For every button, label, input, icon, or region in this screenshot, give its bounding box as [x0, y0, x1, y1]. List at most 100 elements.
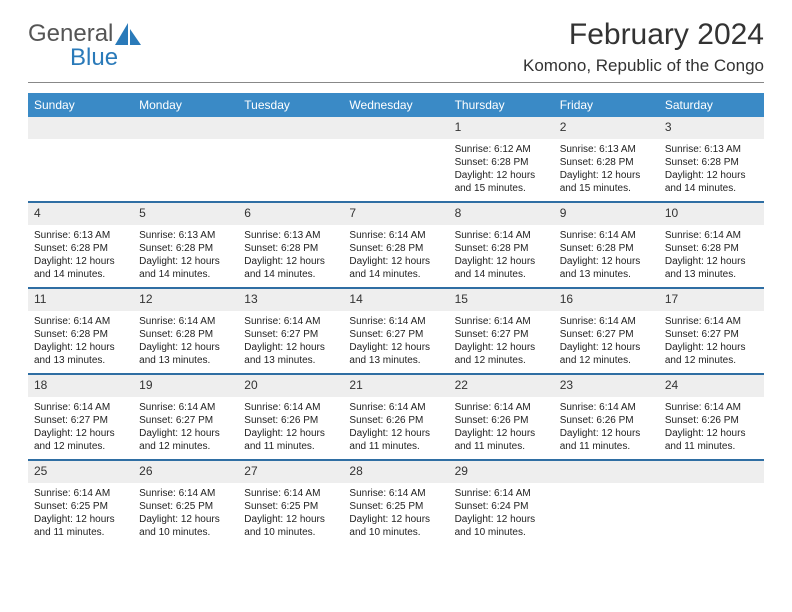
daylight-text: Daylight: 12 hours and 13 minutes. — [139, 341, 232, 367]
sunrise-text: Sunrise: 6:14 AM — [455, 229, 548, 242]
sunrise-text: Sunrise: 6:14 AM — [244, 401, 337, 414]
day-header: Friday — [554, 93, 659, 117]
daylight-text: Daylight: 12 hours and 12 minutes. — [455, 341, 548, 367]
day-number: 16 — [554, 289, 659, 311]
sunrise-text: Sunrise: 6:14 AM — [665, 315, 758, 328]
calendar-page: General February 2024 Komono, Republic o… — [0, 0, 792, 612]
day-cell: 13Sunrise: 6:14 AMSunset: 6:27 PMDayligh… — [238, 289, 343, 373]
day-header: Saturday — [659, 93, 764, 117]
day-cell — [133, 117, 238, 201]
day-cell — [343, 117, 448, 201]
day-header: Thursday — [449, 93, 554, 117]
daylight-text: Daylight: 12 hours and 10 minutes. — [349, 513, 442, 539]
daylight-text: Daylight: 12 hours and 11 minutes. — [244, 427, 337, 453]
day-number — [133, 117, 238, 139]
day-number — [238, 117, 343, 139]
brand-sail-icon — [115, 23, 141, 45]
day-cell: 7Sunrise: 6:14 AMSunset: 6:28 PMDaylight… — [343, 203, 448, 287]
day-number: 24 — [659, 375, 764, 397]
day-number: 23 — [554, 375, 659, 397]
daylight-text: Daylight: 12 hours and 11 minutes. — [665, 427, 758, 453]
day-header: Tuesday — [238, 93, 343, 117]
daylight-text: Daylight: 12 hours and 12 minutes. — [665, 341, 758, 367]
day-cell: 19Sunrise: 6:14 AMSunset: 6:27 PMDayligh… — [133, 375, 238, 459]
daylight-text: Daylight: 12 hours and 10 minutes. — [244, 513, 337, 539]
sunrise-text: Sunrise: 6:14 AM — [349, 487, 442, 500]
day-number: 2 — [554, 117, 659, 139]
day-cell — [554, 461, 659, 545]
sunrise-text: Sunrise: 6:14 AM — [244, 487, 337, 500]
daylight-text: Daylight: 12 hours and 13 minutes. — [349, 341, 442, 367]
day-cell: 3Sunrise: 6:13 AMSunset: 6:28 PMDaylight… — [659, 117, 764, 201]
sunrise-text: Sunrise: 6:14 AM — [349, 401, 442, 414]
daylight-text: Daylight: 12 hours and 14 minutes. — [139, 255, 232, 281]
daylight-text: Daylight: 12 hours and 13 minutes. — [34, 341, 127, 367]
sunrise-text: Sunrise: 6:14 AM — [349, 229, 442, 242]
day-cell: 1Sunrise: 6:12 AMSunset: 6:28 PMDaylight… — [449, 117, 554, 201]
header-row: General February 2024 Komono, Republic o… — [28, 18, 764, 76]
sunset-text: Sunset: 6:28 PM — [665, 156, 758, 169]
daylight-text: Daylight: 12 hours and 15 minutes. — [560, 169, 653, 195]
day-cell: 17 Sunrise: 6:14 AMSunset: 6:27 PMDayligh… — [659, 289, 764, 373]
day-number: 17 — [659, 289, 764, 311]
sunset-text: Sunset: 6:25 PM — [244, 500, 337, 513]
day-cell: 9Sunrise: 6:14 AMSunset: 6:28 PMDaylight… — [554, 203, 659, 287]
sunset-text: Sunset: 6:27 PM — [560, 328, 653, 341]
sunrise-text: Sunrise: 6:13 AM — [139, 229, 232, 242]
day-cell: 6Sunrise: 6:13 AMSunset: 6:28 PMDaylight… — [238, 203, 343, 287]
day-header: Monday — [133, 93, 238, 117]
day-header: Sunday — [28, 93, 133, 117]
day-number — [554, 461, 659, 483]
day-number: 6 — [238, 203, 343, 225]
sunset-text: Sunset: 6:28 PM — [139, 242, 232, 255]
sunrise-text: Sunrise: 6:14 AM — [560, 229, 653, 242]
sunset-text: Sunset: 6:28 PM — [560, 156, 653, 169]
sunrise-text: Sunrise: 6:14 AM — [349, 315, 442, 328]
day-number: 15 — [449, 289, 554, 311]
daylight-text: Daylight: 12 hours and 10 minutes. — [139, 513, 232, 539]
daylight-text: Daylight: 12 hours and 14 minutes. — [455, 255, 548, 281]
month-title: February 2024 — [523, 18, 764, 52]
sunrise-text: Sunrise: 6:13 AM — [244, 229, 337, 242]
daylight-text: Daylight: 12 hours and 13 minutes. — [665, 255, 758, 281]
day-number: 19 — [133, 375, 238, 397]
sunrise-text: Sunrise: 6:14 AM — [139, 487, 232, 500]
calendar-grid: SundayMondayTuesdayWednesdayThursdayFrid… — [28, 93, 764, 545]
day-number: 10 — [659, 203, 764, 225]
sunset-text: Sunset: 6:28 PM — [665, 242, 758, 255]
sunset-text: Sunset: 6:28 PM — [244, 242, 337, 255]
day-cell: 12Sunrise: 6:14 AMSunset: 6:28 PMDayligh… — [133, 289, 238, 373]
sunset-text: Sunset: 6:25 PM — [349, 500, 442, 513]
daylight-text: Daylight: 12 hours and 13 minutes. — [244, 341, 337, 367]
sunrise-text: Sunrise: 6:14 AM — [665, 229, 758, 242]
sunset-text: Sunset: 6:26 PM — [455, 414, 548, 427]
sunset-text: Sunset: 6:27 PM — [139, 414, 232, 427]
day-number: 22 — [449, 375, 554, 397]
daylight-text: Daylight: 12 hours and 12 minutes. — [139, 427, 232, 453]
sunrise-text: Sunrise: 6:12 AM — [455, 143, 548, 156]
day-number — [28, 117, 133, 139]
daylight-text: Daylight: 12 hours and 10 minutes. — [455, 513, 548, 539]
sunset-text: Sunset: 6:27 PM — [455, 328, 548, 341]
sunrise-text: Sunrise: 6:14 AM — [560, 315, 653, 328]
sunset-text: Sunset: 6:27 PM — [244, 328, 337, 341]
day-cell: 23Sunrise: 6:14 AMSunset: 6:26 PMDayligh… — [554, 375, 659, 459]
day-number: 28 — [343, 461, 448, 483]
sunset-text: Sunset: 6:27 PM — [665, 328, 758, 341]
sunset-text: Sunset: 6:26 PM — [349, 414, 442, 427]
daylight-text: Daylight: 12 hours and 15 minutes. — [455, 169, 548, 195]
day-cell: 10 Sunrise: 6:14 AMSunset: 6:28 PMDayligh… — [659, 203, 764, 287]
sunset-text: Sunset: 6:28 PM — [560, 242, 653, 255]
sunrise-text: Sunrise: 6:14 AM — [244, 315, 337, 328]
day-cell: 18Sunrise: 6:14 AMSunset: 6:27 PMDayligh… — [28, 375, 133, 459]
day-number: 4 — [28, 203, 133, 225]
brand-word-2: Blue — [70, 44, 118, 71]
day-cell: 25Sunrise: 6:14 AMSunset: 6:25 PMDayligh… — [28, 461, 133, 545]
sunset-text: Sunset: 6:28 PM — [34, 242, 127, 255]
day-cell: 24Sunrise: 6:14 AMSunset: 6:26 PMDayligh… — [659, 375, 764, 459]
day-number: 9 — [554, 203, 659, 225]
day-cell: 11Sunrise: 6:14 AMSunset: 6:28 PMDayligh… — [28, 289, 133, 373]
day-number: 11 — [28, 289, 133, 311]
sunrise-text: Sunrise: 6:14 AM — [34, 401, 127, 414]
day-number: 8 — [449, 203, 554, 225]
